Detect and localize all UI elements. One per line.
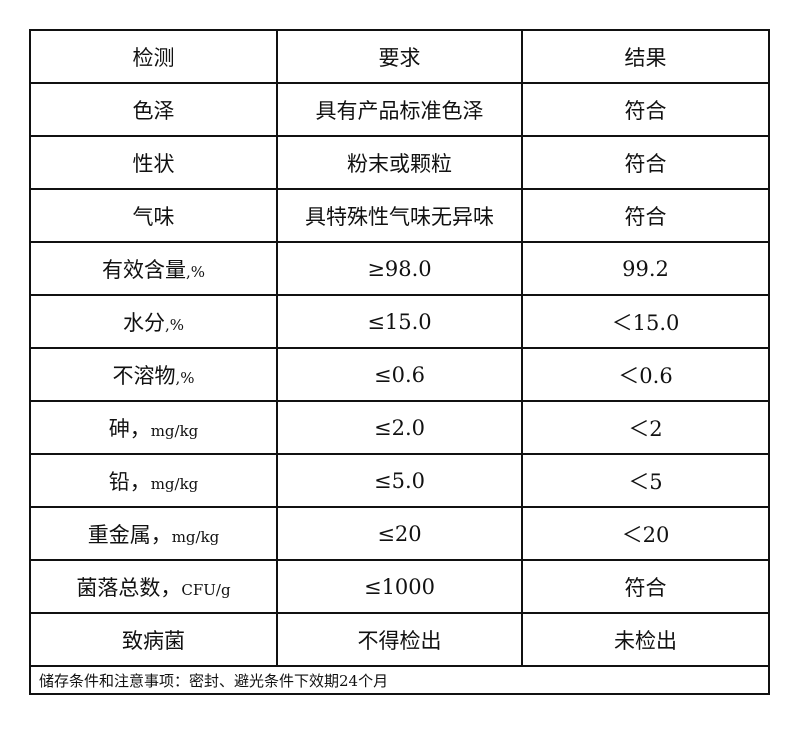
item-unit: mg/kg [171,527,220,546]
result-cell: 符合 [521,188,770,243]
item-label: 有效含量 [101,257,186,282]
header-cell-test: 检测 [29,29,278,84]
note-row: 储存条件和注意事项：密封、避光条件下效期24个月 [29,665,770,695]
item-label: 水分 [122,310,165,335]
result-cell: ＜5 [521,453,770,508]
result-cell: 符合 [521,559,770,614]
item-cell: 菌落总数，CFU/g [29,559,278,614]
item-label: 重金属， [87,522,172,547]
result-cell: ＜15.0 [521,294,770,349]
table-row: 性状 粉末或颗粒 符合 [29,135,770,190]
result-cell: ＜2 [521,400,770,455]
requirement-cell: 具特殊性气味无异味 [276,188,523,243]
item-label: 致病菌 [122,628,185,653]
item-cell: 气味 [29,188,278,243]
requirement-cell: 粉末或颗粒 [276,135,523,190]
result-cell: 99.2 [521,241,770,296]
header-row: 检测 要求 结果 [29,29,770,84]
item-cell: 不溶物,% [29,347,278,402]
item-label: 气味 [132,204,175,229]
table-row: 水分,% ≤15.0 ＜15.0 [29,294,770,349]
table-row: 色泽 具有产品标准色泽 符合 [29,82,770,137]
item-label: 色泽 [132,98,175,123]
requirement-cell: ≥98.0 [276,241,523,296]
storage-note: 储存条件和注意事项：密封、避光条件下效期24个月 [29,665,770,695]
result-cell: 符合 [521,82,770,137]
item-cell: 有效含量,% [29,241,278,296]
item-label: 铅， [108,469,151,494]
requirement-cell: ≤2.0 [276,400,523,455]
item-unit: ,% [175,368,195,387]
item-label: 砷， [108,416,151,441]
table-row: 重金属，mg/kg ≤20 ＜20 [29,506,770,561]
requirement-cell: ≤15.0 [276,294,523,349]
result-cell: ＜20 [521,506,770,561]
item-label: 菌落总数， [76,575,182,600]
item-cell: 色泽 [29,82,278,137]
table-row: 铅，mg/kg ≤5.0 ＜5 [29,453,770,508]
requirement-cell: 不得检出 [276,612,523,667]
item-cell: 铅，mg/kg [29,453,278,508]
item-unit: CFU/g [181,580,231,599]
inspection-table: 检测 要求 结果 色泽 具有产品标准色泽 符合 性状 粉末或颗粒 符合 气味 具特殊性气味无异… [29,29,770,695]
item-cell: 性状 [29,135,278,190]
requirement-cell: ≤1000 [276,559,523,614]
table-row: 菌落总数，CFU/g ≤1000 符合 [29,559,770,614]
result-cell: 未检出 [521,612,770,667]
result-cell: ＜0.6 [521,347,770,402]
item-unit: mg/kg [150,421,199,440]
requirement-cell: ≤5.0 [276,453,523,508]
result-cell: 符合 [521,135,770,190]
table-row: 有效含量,% ≥98.0 99.2 [29,241,770,296]
item-cell: 水分,% [29,294,278,349]
table-row: 气味 具特殊性气味无异味 符合 [29,188,770,243]
header-cell-result: 结果 [521,29,770,84]
item-unit: mg/kg [150,474,199,493]
table-row: 不溶物,% ≤0.6 ＜0.6 [29,347,770,402]
requirement-cell: ≤0.6 [276,347,523,402]
item-label: 不溶物 [112,363,176,388]
item-unit: ,% [164,315,185,334]
table-row: 致病菌 不得检出 未检出 [29,612,770,667]
requirement-cell: ≤20 [276,506,523,561]
requirement-cell: 具有产品标准色泽 [276,82,523,137]
table-row: 砷，mg/kg ≤2.0 ＜2 [29,400,770,455]
item-cell: 重金属，mg/kg [29,506,278,561]
item-label: 性状 [132,151,175,176]
item-cell: 砷，mg/kg [29,400,278,455]
item-cell: 致病菌 [29,612,278,667]
item-unit: ,% [185,262,206,281]
header-cell-requirement: 要求 [276,29,523,84]
